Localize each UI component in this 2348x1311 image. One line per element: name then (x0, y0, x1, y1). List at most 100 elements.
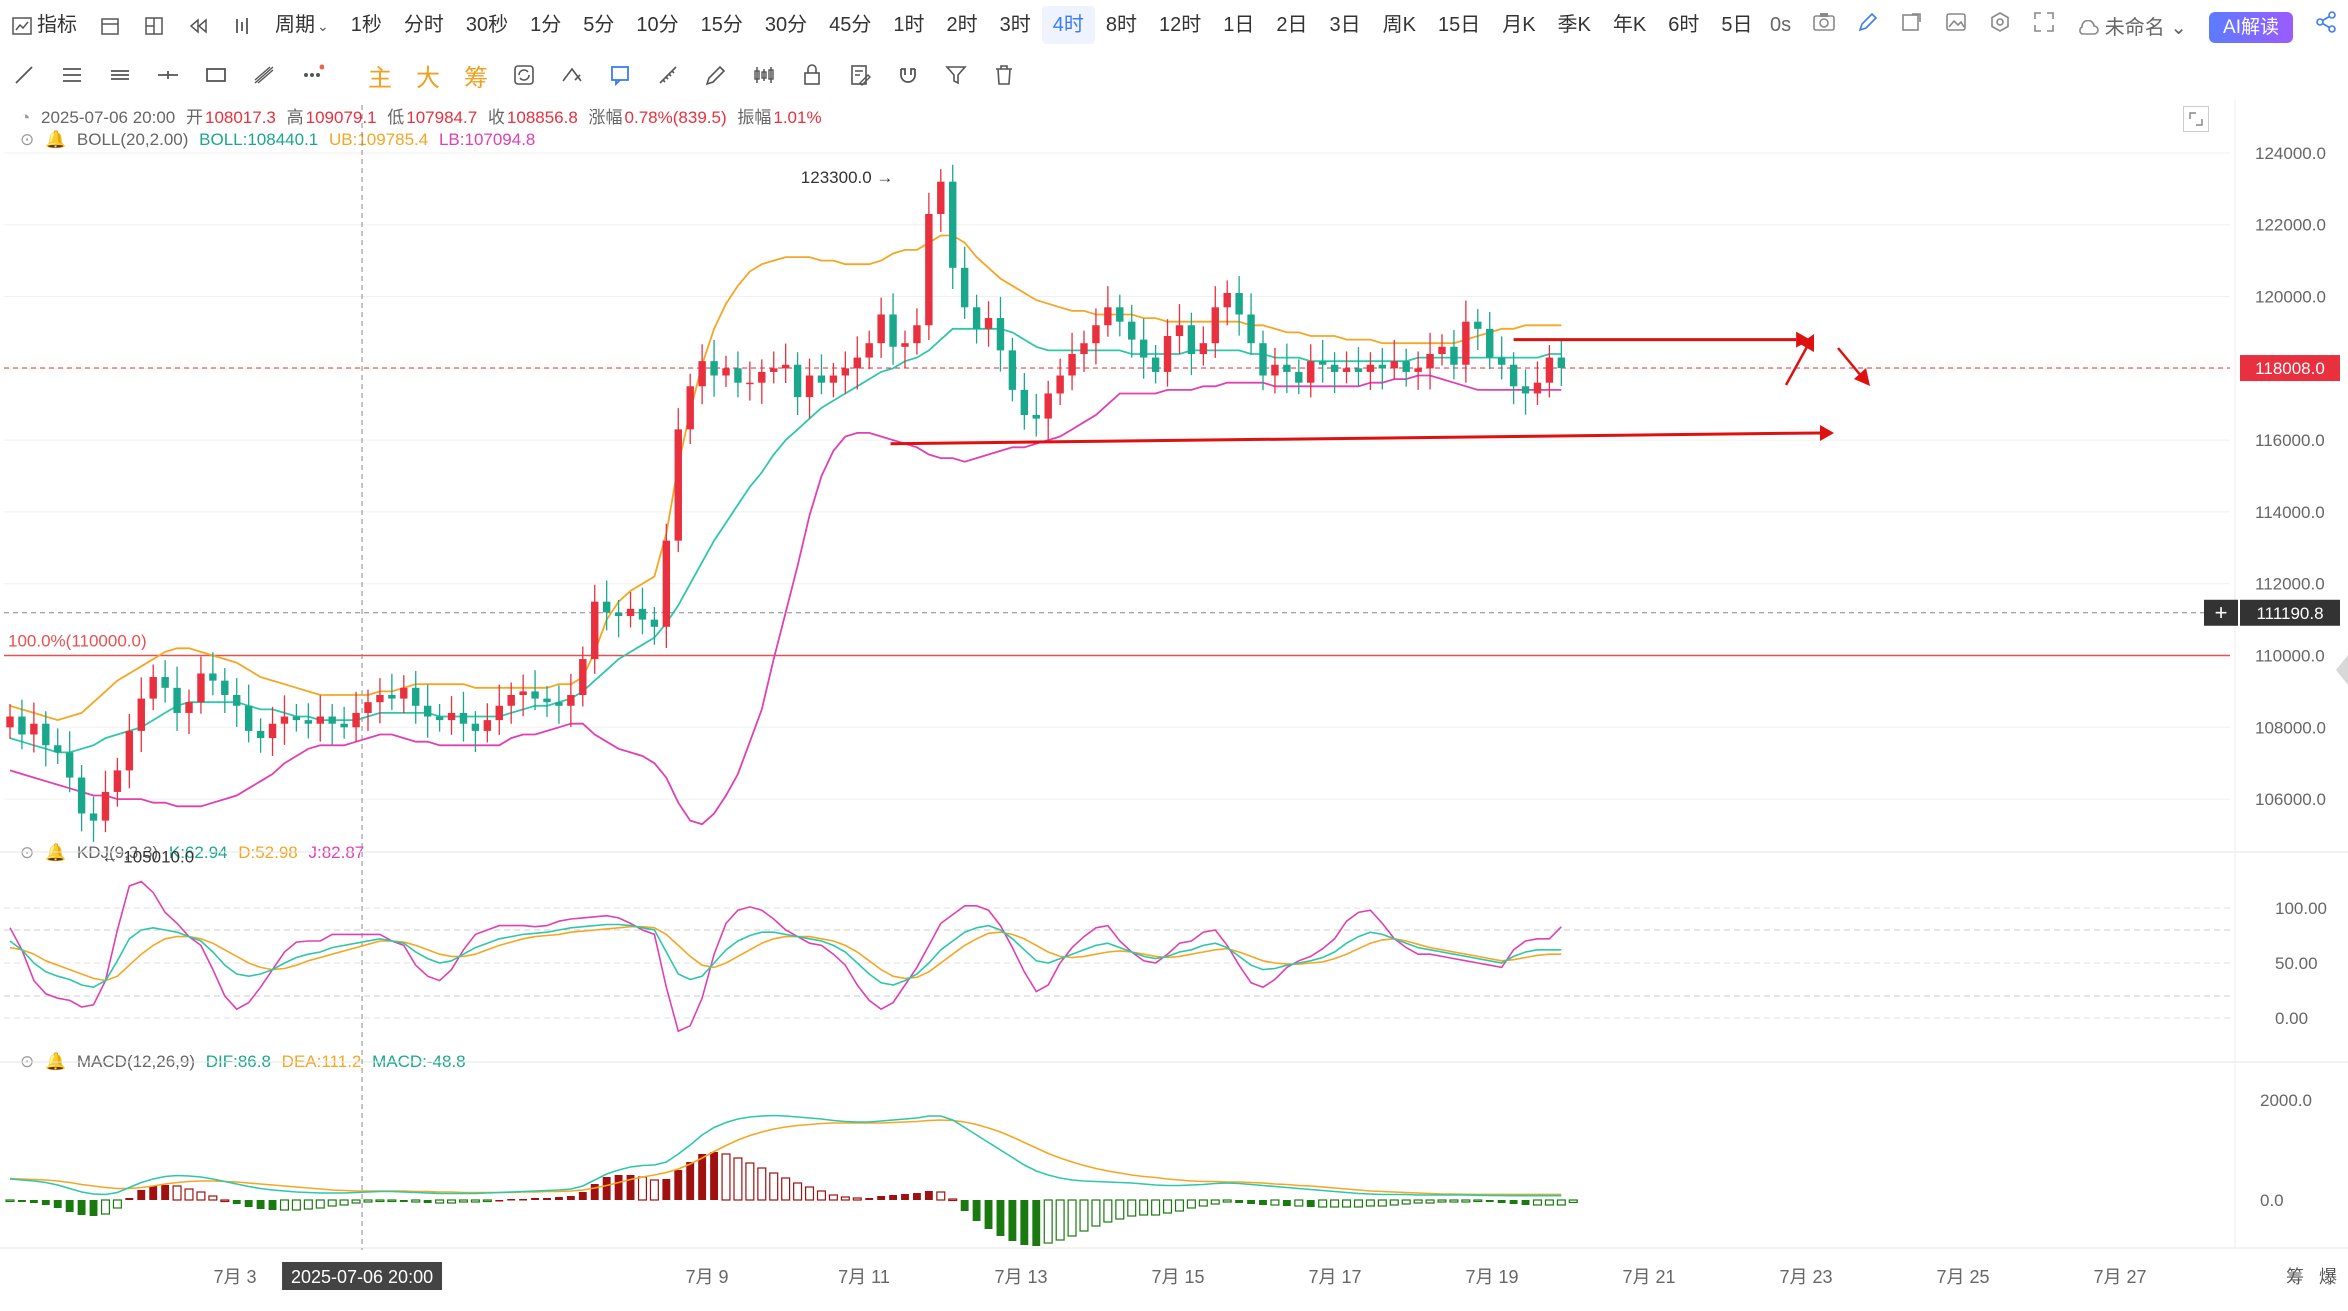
interval-29[interactable]: 6时 (1657, 6, 1710, 44)
interval-17[interactable]: 3时 (989, 6, 1042, 44)
crosshair-date-tag: 2025-07-06 20:00 (291, 1267, 433, 1287)
interval-19[interactable]: 8时 (1095, 6, 1148, 44)
edit-doc-icon[interactable] (836, 55, 884, 95)
interval-7[interactable]: 分时 (393, 6, 455, 44)
interval-20[interactable]: 12时 (1148, 6, 1212, 44)
alert-icon[interactable]: 🔔 (44, 843, 67, 862)
collapse-icon[interactable]: ⊙ (20, 843, 35, 862)
macd-histogram-bar (327, 1199, 337, 1207)
interval-28[interactable]: 年K (1602, 6, 1657, 44)
measure-icon[interactable] (548, 55, 596, 95)
indicator-toggle-2[interactable]: 筹 (464, 64, 488, 92)
comment-icon[interactable] (596, 55, 644, 95)
toolbar-layout-button[interactable] (132, 6, 176, 44)
x-tick-label: 7月 13 (994, 1267, 1047, 1287)
candle-down (423, 705, 432, 717)
kdj-k-value: K:62.94 (168, 843, 228, 862)
candle-down (543, 698, 551, 703)
interval-30[interactable]: 5日 (1710, 6, 1763, 44)
horizontal-lines-icon[interactable] (96, 55, 144, 95)
interval-6[interactable]: 1秒 (340, 6, 393, 44)
more-icon[interactable] (288, 55, 336, 95)
toolbar-rewind-button[interactable] (176, 6, 220, 44)
interval-10[interactable]: 5分 (572, 6, 625, 44)
candles-icon[interactable] (740, 55, 788, 95)
interval-14[interactable]: 45分 (818, 6, 882, 44)
macd-histogram-bar (1091, 1199, 1101, 1227)
clock-icon[interactable]: ◔ (20, 108, 31, 127)
toolbar-label: 15分 (700, 14, 743, 36)
interval-26[interactable]: 月K (1491, 6, 1546, 44)
candle-up (698, 361, 706, 387)
candle-up (877, 314, 885, 344)
fib-icon[interactable] (240, 55, 288, 95)
popout-icon[interactable] (1890, 11, 1934, 39)
parallel-lines-icon[interactable] (48, 55, 96, 95)
candle-up (913, 325, 921, 344)
filter-icon[interactable] (932, 55, 980, 95)
macd-histogram-bar (1127, 1199, 1137, 1217)
macd-histogram-bar (399, 1200, 408, 1202)
candle-up (567, 695, 575, 706)
fullscreen-icon[interactable] (2022, 11, 2066, 39)
interval-16[interactable]: 2时 (935, 6, 988, 44)
macd-histogram-bar (828, 1194, 838, 1201)
share-icon[interactable] (2304, 11, 2348, 39)
toolbar-label: 指标 (37, 14, 77, 36)
interval-22[interactable]: 2日 (1265, 6, 1318, 44)
interval-23[interactable]: 3日 (1318, 6, 1371, 44)
alert-icon[interactable]: 🔔 (44, 1052, 67, 1071)
indicator-toggle-0[interactable]: 主 (368, 64, 392, 92)
indicator-toggle-1[interactable]: 大 (416, 64, 440, 92)
alert-icon[interactable]: 🔔 (44, 130, 67, 149)
toolbar-bar-style-button[interactable] (220, 6, 264, 44)
collapse-icon[interactable]: ⊙ (20, 130, 35, 149)
toolbar-label: 分时 (403, 14, 444, 36)
sync-icon[interactable] (500, 55, 548, 95)
interval-11[interactable]: 10分 (625, 6, 689, 44)
ai-explain-button[interactable]: AI解读 (2209, 11, 2293, 43)
interval-8[interactable]: 30秒 (455, 6, 519, 44)
x-tick-label: 7月 11 (838, 1267, 890, 1287)
pencil-icon[interactable] (692, 55, 740, 95)
cloud-layout-selector[interactable]: 未命名 ⌄ (2066, 11, 2198, 40)
interval-15[interactable]: 1时 (882, 6, 935, 44)
candle-up (507, 695, 515, 706)
ruler-icon[interactable] (644, 55, 692, 95)
crosshair-date-bg (282, 1262, 443, 1290)
candle-up (352, 712, 360, 728)
candle-down (65, 752, 74, 778)
camera-icon[interactable] (1802, 12, 1846, 38)
rectangle-icon[interactable] (192, 55, 240, 95)
interval-12[interactable]: 15分 (690, 6, 754, 44)
period-selector[interactable]: 周期 ⌄ (264, 6, 340, 44)
macd-histogram-bar (1210, 1199, 1220, 1205)
toolbar-chart-button[interactable]: 指标 (0, 6, 88, 44)
expand-icon[interactable] (2183, 106, 2209, 132)
candle-up (101, 791, 110, 821)
interval-24[interactable]: 周K (1372, 6, 1427, 44)
interval-21[interactable]: 1日 (1212, 6, 1265, 44)
candle-down (209, 673, 217, 681)
toolbar-label: 周期 (275, 14, 315, 36)
macd-histogram-bar (960, 1200, 969, 1211)
macd-histogram-bar (519, 1199, 528, 1201)
candle-up (1414, 368, 1422, 372)
toolbar-calendar-button[interactable] (88, 6, 132, 44)
interval-27[interactable]: 季K (1547, 6, 1602, 44)
interval-25[interactable]: 15日 (1427, 6, 1491, 44)
ray-icon[interactable] (144, 55, 192, 95)
macd-histogram-bar (769, 1172, 779, 1201)
pen-icon[interactable] (1846, 11, 1890, 39)
trash-icon[interactable] (980, 55, 1028, 95)
interval-18[interactable]: 4时 (1041, 6, 1095, 44)
interval-13[interactable]: 30分 (754, 6, 818, 44)
magnet-icon[interactable] (884, 55, 932, 95)
image-icon[interactable] (1934, 11, 1978, 39)
interval-9[interactable]: 1分 (519, 6, 572, 44)
settings-icon[interactable] (1978, 11, 2022, 39)
lock-icon[interactable] (788, 55, 836, 95)
collapse-icon[interactable]: ⊙ (20, 1052, 35, 1071)
line-tool-icon[interactable] (0, 55, 48, 95)
